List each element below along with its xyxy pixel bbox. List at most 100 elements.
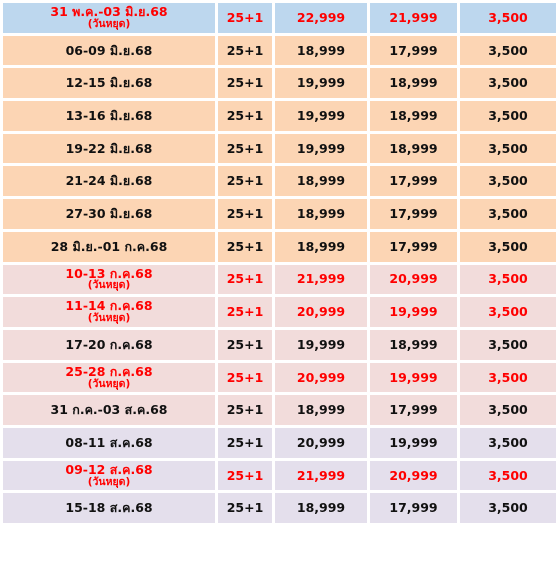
price-cell: 3,500 — [457, 130, 556, 167]
pax-cell: 25+1 — [215, 457, 275, 494]
pax-cell: 25+1 — [215, 32, 275, 69]
price-cell: 3,500 — [457, 228, 556, 265]
pax-cell: 25+1 — [215, 163, 275, 200]
table-row: 21-24 มิ.ย.68 25+1 18,999 17,999 3,500 — [0, 163, 556, 200]
price-cell: 20,999 — [272, 294, 370, 330]
price-cell: 17,999 — [367, 392, 460, 428]
date-cell: 31 พ.ค.-03 มิ.ย.68 (วันหยุด) — [0, 0, 218, 36]
price-cell: 20,999 — [272, 424, 370, 461]
holiday-note: (วันหยุด) — [87, 475, 131, 488]
holiday-note: (วันหยุด) — [87, 17, 131, 30]
date-text: 25-28 ก.ค.68 — [65, 363, 153, 379]
date-cell: 28 มิ.ย.-01 ก.ค.68 — [0, 228, 218, 265]
price-cell: 3,500 — [457, 424, 556, 461]
date-text: 06-09 มิ.ย.68 — [65, 42, 153, 58]
table-row: 10-13 ก.ค.68 (วันหยุด) 25+1 21,999 20,999 3,5… — [0, 261, 556, 298]
pax-cell: 25+1 — [215, 130, 275, 167]
pax-cell: 25+1 — [215, 196, 275, 232]
date-text: 31 ก.ค.-03 ส.ค.68 — [50, 402, 168, 418]
table-row: 12-15 มิ.ย.68 25+1 19,999 18,999 3,500 — [0, 65, 556, 102]
price-cell: 3,500 — [457, 326, 556, 363]
date-text: 11-14 ก.ค.68 — [65, 298, 153, 314]
date-text: 21-24 มิ.ย.68 — [65, 173, 153, 189]
price-cell: 3,500 — [457, 261, 556, 298]
table-row: 28 มิ.ย.-01 ก.ค.68 25+1 18,999 17,999 3,500 — [0, 228, 556, 265]
pax-cell: 25+1 — [215, 359, 275, 396]
price-cell: 3,500 — [457, 65, 556, 102]
table-row: 31 พ.ค.-03 มิ.ย.68 (วันหยุด) 25+1 22,999 21,… — [0, 0, 556, 36]
table-body: 31 พ.ค.-03 มิ.ย.68 (วันหยุด) 25+1 22,999 21,… — [0, 0, 556, 526]
table-row: 31 ก.ค.-03 ส.ค.68 25+1 18,999 17,999 3,500 — [0, 392, 556, 428]
price-cell: 18,999 — [272, 32, 370, 69]
price-cell: 21,999 — [272, 457, 370, 494]
date-cell: 10-13 ก.ค.68 (วันหยุด) — [0, 261, 218, 298]
price-cell: 18,999 — [272, 228, 370, 265]
date-cell: 11-14 ก.ค.68 (วันหยุด) — [0, 294, 218, 330]
price-cell: 21,999 — [272, 261, 370, 298]
table-row: 11-14 ก.ค.68 (วันหยุด) 25+1 20,999 19,999 3,5… — [0, 294, 556, 330]
price-cell: 3,500 — [457, 490, 556, 526]
price-cell: 18,999 — [367, 130, 460, 167]
price-cell: 18,999 — [272, 163, 370, 200]
pax-cell: 25+1 — [215, 490, 275, 526]
price-cell: 20,999 — [367, 457, 460, 494]
date-cell: 17-20 ก.ค.68 — [0, 326, 218, 363]
price-cell: 3,500 — [457, 392, 556, 428]
pax-cell: 25+1 — [215, 261, 275, 298]
holiday-note: (วันหยุด) — [87, 377, 131, 390]
date-cell: 19-22 มิ.ย.68 — [0, 130, 218, 167]
price-cell: 19,999 — [272, 130, 370, 167]
date-text: 10-13 ก.ค.68 — [65, 265, 153, 281]
date-text: 17-20 ก.ค.68 — [65, 336, 153, 352]
price-cell: 3,500 — [457, 0, 556, 36]
price-cell: 19,999 — [272, 98, 370, 134]
date-text: 27-30 มิ.ย.68 — [65, 206, 153, 222]
pax-cell: 25+1 — [215, 98, 275, 134]
price-cell: 18,999 — [272, 196, 370, 232]
price-cell: 20,999 — [272, 359, 370, 396]
price-cell: 17,999 — [367, 163, 460, 200]
pax-cell: 25+1 — [215, 65, 275, 102]
price-cell: 17,999 — [367, 196, 460, 232]
table-row: 25-28 ก.ค.68 (วันหยุด) 25+1 20,999 19,999 3,5… — [0, 359, 556, 396]
price-cell: 18,999 — [367, 65, 460, 102]
pax-cell: 25+1 — [215, 424, 275, 461]
price-cell: 3,500 — [457, 294, 556, 330]
price-cell: 19,999 — [367, 359, 460, 396]
price-cell: 3,500 — [457, 359, 556, 396]
table-row: 09-12 ส.ค.68 (วันหยุด) 25+1 21,999 20,999 3,5… — [0, 457, 556, 494]
date-cell: 09-12 ส.ค.68 (วันหยุด) — [0, 457, 218, 494]
table-row: 08-11 ส.ค.68 25+1 20,999 19,999 3,500 — [0, 424, 556, 461]
date-text: 08-11 ส.ค.68 — [65, 434, 153, 450]
date-cell: 25-28 ก.ค.68 (วันหยุด) — [0, 359, 218, 396]
date-text: 15-18 ส.ค.68 — [65, 500, 153, 516]
date-cell: 27-30 มิ.ย.68 — [0, 196, 218, 232]
price-cell: 3,500 — [457, 32, 556, 69]
pax-cell: 25+1 — [215, 392, 275, 428]
holiday-note: (วันหยุด) — [87, 312, 131, 325]
price-cell: 18,999 — [367, 98, 460, 134]
date-cell: 08-11 ส.ค.68 — [0, 424, 218, 461]
date-text: 28 มิ.ย.-01 ก.ค.68 — [50, 238, 168, 254]
pax-cell: 25+1 — [215, 228, 275, 265]
price-cell: 18,999 — [367, 326, 460, 363]
date-cell: 06-09 มิ.ย.68 — [0, 32, 218, 69]
pax-cell: 25+1 — [215, 294, 275, 330]
price-cell: 18,999 — [272, 392, 370, 428]
date-text: 19-22 มิ.ย.68 — [65, 140, 153, 156]
price-cell: 17,999 — [367, 32, 460, 69]
price-cell: 21,999 — [367, 0, 460, 36]
date-text: 12-15 มิ.ย.68 — [65, 75, 153, 91]
price-cell: 3,500 — [457, 196, 556, 232]
date-cell: 21-24 มิ.ย.68 — [0, 163, 218, 200]
table-row: 06-09 มิ.ย.68 25+1 18,999 17,999 3,500 — [0, 32, 556, 69]
pax-cell: 25+1 — [215, 326, 275, 363]
table-row: 27-30 มิ.ย.68 25+1 18,999 17,999 3,500 — [0, 196, 556, 232]
price-cell: 22,999 — [272, 0, 370, 36]
table-row: 15-18 ส.ค.68 25+1 18,999 17,999 3,500 — [0, 490, 556, 526]
date-text: 13-16 มิ.ย.68 — [65, 108, 153, 124]
table-row: 19-22 มิ.ย.68 25+1 19,999 18,999 3,500 — [0, 130, 556, 167]
price-cell: 20,999 — [367, 261, 460, 298]
price-cell: 3,500 — [457, 98, 556, 134]
